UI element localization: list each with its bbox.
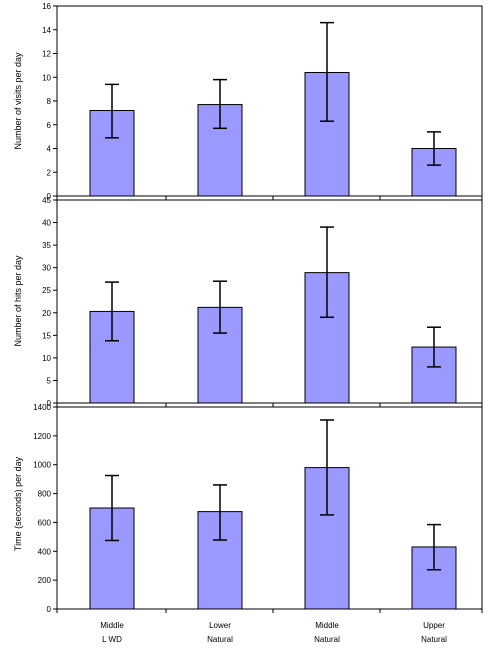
category-label: Natural <box>207 635 233 644</box>
panel-time-ylabel: Time (seconds) per day <box>13 456 23 551</box>
panel-hits-ytick-label: 30 <box>42 264 51 273</box>
panel-visits-ytick-label: 2 <box>47 168 52 177</box>
panel-hits-ytick-label: 0 <box>47 399 52 408</box>
panel-hits-ylabel: Number of hits per day <box>13 255 23 347</box>
panel-time-ytick-label: 0 <box>47 605 52 614</box>
panel-time-ticks: 0 200 400 600 800 1000 1200 1400 <box>33 403 483 614</box>
panel-time: Time (seconds) per day 0 200 400 600 800 1000… <box>13 403 483 614</box>
category-label: Middle <box>315 621 339 630</box>
panel-visits-ytick-label: 10 <box>42 73 51 82</box>
panel-visits-ticks: 0 2 4 6 8 10 12 14 16 <box>42 2 483 201</box>
panel-time-bars <box>89 419 457 610</box>
panel-visits-ytick-label: 16 <box>42 2 51 11</box>
panel-hits-ytick-label: 25 <box>42 286 51 295</box>
category-labels: Middle L WD Lower Natural Middle Natural Upper… <box>100 621 447 644</box>
panel-time-ytick-label: 200 <box>38 576 52 585</box>
category-label: Natural <box>421 635 447 644</box>
panel-visits-ytick-label: 14 <box>42 26 51 35</box>
panel-visits-ytick-label: 4 <box>47 145 52 154</box>
panel-visits-ylabel: Number of visits per day <box>13 52 23 150</box>
panel-time-bar <box>197 511 243 610</box>
panel-visits-ytick-label: 12 <box>42 50 51 59</box>
panel-visits: Number of visits per day 0 2 4 6 8 10 12 14 16 <box>13 2 483 201</box>
category-label: L WD <box>102 635 122 644</box>
panel-time-ytick-label: 400 <box>38 547 52 556</box>
category-label: Natural <box>314 635 340 644</box>
category-label: Upper <box>423 621 445 630</box>
panel-hits-ytick-label: 15 <box>42 331 51 340</box>
panel-hits-bars <box>89 226 457 404</box>
panel-hits-ytick-label: 5 <box>47 376 52 385</box>
panel-time-frame <box>56 406 483 610</box>
panel-time-ytick-label: 800 <box>38 490 52 499</box>
panel-time-ytick-label: 1000 <box>33 461 51 470</box>
panel-hits-ytick-label: 10 <box>42 354 51 363</box>
panel-visits-bars <box>89 21 457 197</box>
panel-time-ytick-label: 1400 <box>33 403 51 412</box>
category-label: Middle <box>100 621 124 630</box>
panel-hits-ytick-label: 40 <box>42 219 51 228</box>
panel-hits-frame <box>56 199 483 404</box>
category-label: Lower <box>209 621 231 630</box>
panel-hits-ytick-label: 45 <box>42 196 51 205</box>
panel-visits-ytick-label: 8 <box>47 97 52 106</box>
panel-time-ytick-label: 1200 <box>33 432 51 441</box>
panel-time-ytick-label: 600 <box>38 518 52 527</box>
panel-hits-ticks: 0 5 10 15 20 25 30 35 40 45 <box>42 196 483 408</box>
panel-visits-ytick-label: 0 <box>47 192 52 201</box>
panel-hits-ytick-label: 35 <box>42 241 51 250</box>
panel-hits: Number of hits per day 0 5 10 15 20 25 30 35 40 4… <box>13 196 483 408</box>
panel-hits-ytick-label: 20 <box>42 309 51 318</box>
panel-visits-ytick-label: 6 <box>47 121 52 130</box>
